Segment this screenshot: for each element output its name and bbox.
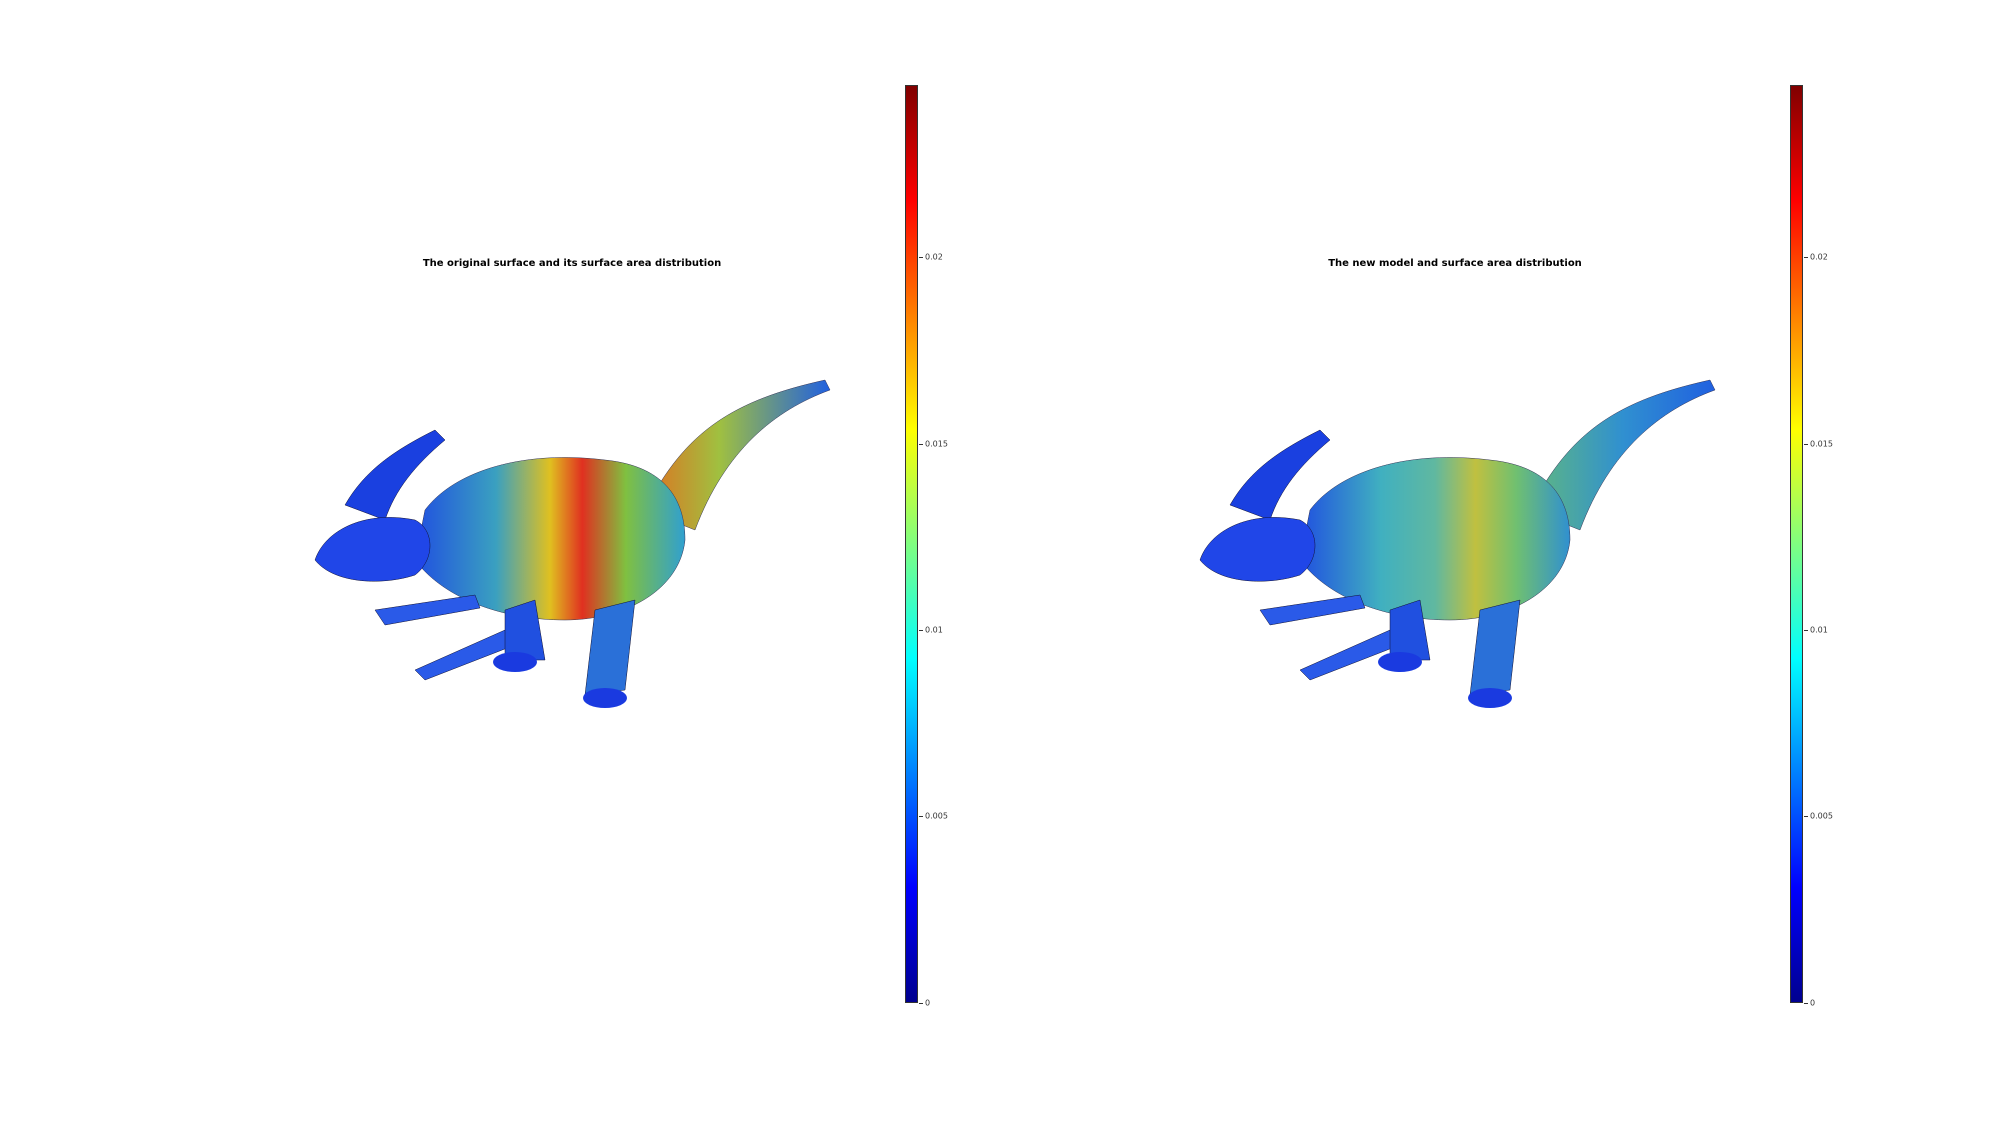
left-colorbar-tick-label: 0.01 <box>925 625 943 635</box>
right-colorbar-tick <box>1804 630 1808 631</box>
left-colorbar-tick-label: 0 <box>925 998 931 1008</box>
right-colorbar-tick <box>1804 444 1808 445</box>
new-dinosaur-model <box>1199 379 1716 708</box>
left-colorbar: 0 0.005 0.01 0.015 0.02 <box>905 85 948 1008</box>
left-colorbar-tick <box>919 816 923 817</box>
right-colorbar: 0 0.005 0.01 0.015 0.02 <box>1790 85 1833 1008</box>
right-colorbar-tick <box>1804 257 1808 258</box>
right-colorbar-tick-label: 0 <box>1810 998 1816 1008</box>
right-colorbar-tick-label: 0.005 <box>1810 811 1833 821</box>
right-colorbar-tick <box>1804 1003 1808 1004</box>
right-colorbar-tick-label: 0.015 <box>1810 439 1833 449</box>
left-colorbar-tick-label: 0.005 <box>925 811 948 821</box>
left-colorbar-tick <box>919 444 923 445</box>
left-colorbar-tick-label: 0.02 <box>925 252 943 262</box>
left-colorbar-tick <box>919 1003 923 1004</box>
right-figure-panel: The new model and surface area distribut… <box>1000 0 2000 1121</box>
left-colorbar-tick <box>919 630 923 631</box>
left-colorbar-tick <box>919 257 923 258</box>
left-colorbar-tick-label: 0.015 <box>925 439 948 449</box>
right-colorbar-tick <box>1804 816 1808 817</box>
right-colorbar-tick-label: 0.02 <box>1810 252 1828 262</box>
left-figure-panel: The original surface and its surface are… <box>314 85 948 1008</box>
right-figure-title: The new model and surface area distribut… <box>1328 258 1582 269</box>
original-dinosaur-model <box>314 379 831 708</box>
right-colorbar-tick-label: 0.01 <box>1810 625 1828 635</box>
left-figure-title: The original surface and its surface are… <box>422 258 722 269</box>
